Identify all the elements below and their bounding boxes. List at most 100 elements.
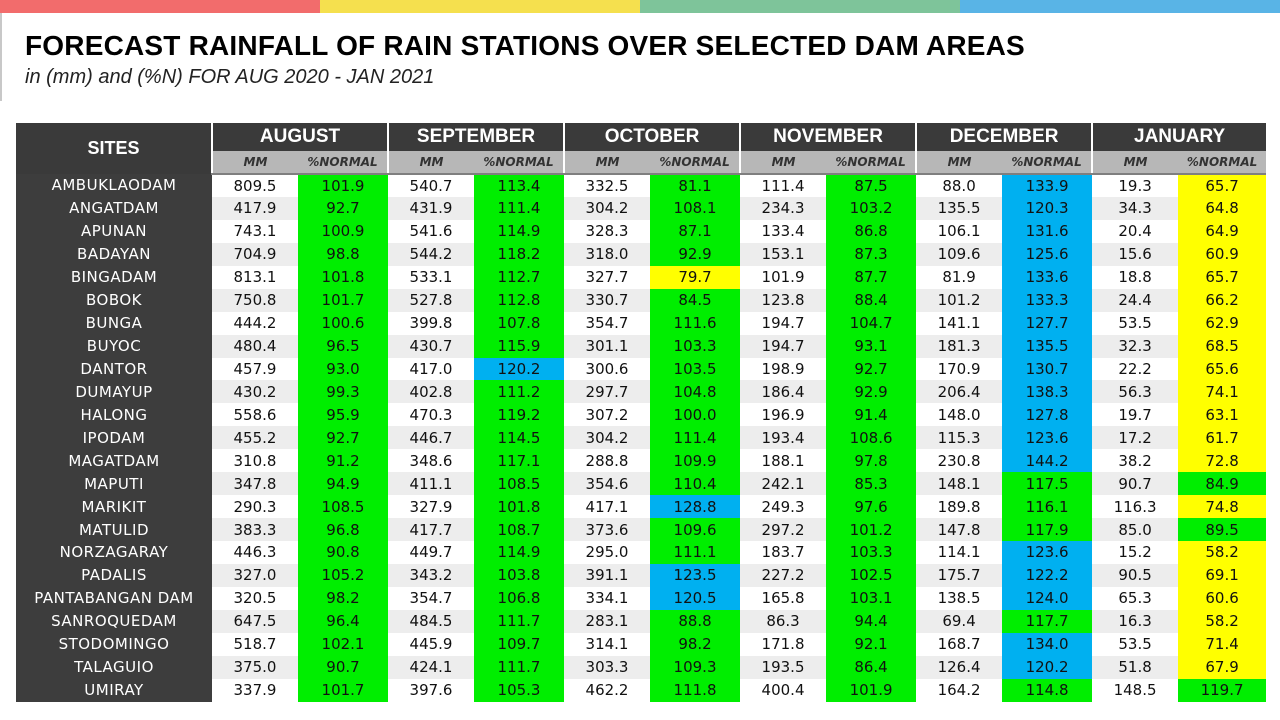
- table-row: DUMAYUP 430.2 99.3 402.8 111.2 297.7 104.8 186.…: [16, 380, 1267, 404]
- mm-cell: 106.1: [916, 219, 1003, 243]
- mm-cell: 148.1: [916, 472, 1003, 496]
- percent-normal-cell: 101.2: [826, 518, 917, 541]
- mm-cell: 175.7: [916, 563, 1003, 587]
- mm-cell: 455.2: [212, 426, 298, 450]
- mm-cell: 242.1: [740, 472, 827, 496]
- percent-normal-cell: 103.5: [650, 357, 741, 381]
- site-name-cell: DANTOR: [16, 357, 212, 381]
- table-row: APUNAN 743.1 100.9 541.6 114.9 328.3 87.1 133.4…: [16, 219, 1267, 243]
- percent-normal-cell: 111.8: [650, 678, 741, 702]
- mm-cell: 20.4: [1092, 219, 1179, 243]
- percent-normal-cell: 131.6: [1002, 219, 1093, 243]
- mm-cell: 480.4: [212, 334, 298, 358]
- percent-normal-cell: 79.7: [650, 265, 741, 289]
- percent-normal-cell: 96.8: [298, 518, 389, 541]
- mm-cell: 430.2: [212, 380, 298, 404]
- percent-normal-cell: 103.3: [650, 334, 741, 358]
- mm-cell: 189.8: [916, 495, 1003, 519]
- mm-cell: 297.7: [564, 380, 651, 404]
- percent-normal-cell: 88.8: [650, 609, 741, 633]
- mm-cell: 462.2: [564, 678, 651, 702]
- mm-cell: 334.1: [564, 586, 651, 610]
- mm-cell: 19.3: [1092, 174, 1179, 197]
- mm-cell: 249.3: [740, 495, 827, 519]
- percent-normal-cell: 93.0: [298, 357, 389, 381]
- mm-subheader: MM: [211, 151, 298, 175]
- percent-normal-cell: 117.1: [474, 449, 565, 473]
- mm-cell: 314.1: [564, 632, 651, 656]
- percent-normal-cell: 84.5: [650, 288, 741, 312]
- percent-normal-cell: 111.4: [474, 196, 565, 220]
- percent-normal-cell: 92.7: [298, 196, 389, 220]
- percent-normal-cell: 60.9: [1178, 242, 1267, 266]
- month-header-row: SITES AUGUST SEPTEMBER OCTOBER NOVEMBER …: [16, 123, 1267, 174]
- site-name-cell: ANGATDAM: [16, 196, 212, 220]
- percent-normal-cell: 65.7: [1178, 265, 1267, 289]
- percent-normal-cell: 64.9: [1178, 219, 1267, 243]
- percent-normal-cell: 86.8: [826, 219, 917, 243]
- percent-normal-cell: 120.2: [1002, 655, 1093, 679]
- mm-cell: 153.1: [740, 242, 827, 266]
- site-name-cell: BINGADAM: [16, 265, 212, 289]
- mm-subheader: MM: [915, 151, 1003, 175]
- rainfall-table: SITES AUGUST SEPTEMBER OCTOBER NOVEMBER …: [16, 123, 1267, 702]
- percent-normal-cell: 108.1: [650, 196, 741, 220]
- percent-normal-cell: 120.5: [650, 586, 741, 610]
- percent-normal-cell: 105.3: [474, 678, 565, 702]
- mm-cell: 375.0: [212, 655, 298, 679]
- table-row: SANROQUEDAM 647.5 96.4 484.5 111.7 283.1 88.8 8…: [16, 609, 1267, 633]
- mm-cell: 347.8: [212, 472, 298, 496]
- top-color-bar: [0, 0, 1280, 13]
- percent-normal-cell: 108.5: [474, 472, 565, 496]
- mm-cell: 399.8: [388, 311, 475, 335]
- percent-normal-cell: 102.5: [826, 563, 917, 587]
- percent-normal-cell: 111.2: [474, 380, 565, 404]
- normal-subheader: %NORMAL: [474, 151, 565, 175]
- percent-normal-cell: 109.9: [650, 449, 741, 473]
- table-row: MARIKIT 290.3 108.5 327.9 101.8 417.1 128.8 249…: [16, 495, 1267, 519]
- mm-cell: 147.8: [916, 518, 1003, 541]
- mm-cell: 449.7: [388, 541, 475, 564]
- table-row: MATULID 383.3 96.8 417.7 108.7 373.6 109.6 297.…: [16, 518, 1267, 541]
- mm-cell: 56.3: [1092, 380, 1179, 404]
- mm-cell: 320.5: [212, 586, 298, 610]
- percent-normal-cell: 100.9: [298, 219, 389, 243]
- mm-cell: 337.9: [212, 678, 298, 702]
- percent-normal-cell: 101.9: [298, 174, 389, 197]
- top-bar-segment-red: [0, 0, 320, 13]
- site-name-cell: MAGATDAM: [16, 449, 212, 473]
- percent-normal-cell: 130.7: [1002, 357, 1093, 381]
- mm-cell: 297.2: [740, 518, 827, 541]
- percent-normal-cell: 85.3: [826, 472, 917, 496]
- mm-subheader: MM: [1091, 151, 1179, 175]
- mm-cell: 135.5: [916, 196, 1003, 220]
- table-body: AMBUKLAODAM 809.5 101.9 540.7 113.4 332.5 81.1…: [16, 174, 1267, 702]
- percent-normal-cell: 134.0: [1002, 632, 1093, 656]
- mm-cell: 81.9: [916, 265, 1003, 289]
- site-name-cell: MARIKIT: [16, 495, 212, 519]
- mm-cell: 186.4: [740, 380, 827, 404]
- mm-cell: 234.3: [740, 196, 827, 220]
- mm-cell: 327.0: [212, 563, 298, 587]
- site-name-cell: BUNGA: [16, 311, 212, 335]
- mm-cell: 148.0: [916, 403, 1003, 427]
- site-name-cell: UMIRAY: [16, 678, 212, 702]
- percent-normal-cell: 101.7: [298, 678, 389, 702]
- percent-normal-cell: 111.7: [474, 655, 565, 679]
- mm-subheader: MM: [387, 151, 475, 175]
- percent-normal-cell: 118.2: [474, 242, 565, 266]
- mm-cell: 18.8: [1092, 265, 1179, 289]
- percent-normal-cell: 64.8: [1178, 196, 1267, 220]
- percent-normal-cell: 103.2: [826, 196, 917, 220]
- percent-normal-cell: 92.9: [650, 242, 741, 266]
- mm-cell: 109.6: [916, 242, 1003, 266]
- mm-cell: 330.7: [564, 288, 651, 312]
- mm-cell: 19.7: [1092, 403, 1179, 427]
- percent-normal-cell: 89.5: [1178, 518, 1267, 541]
- mm-cell: 402.8: [388, 380, 475, 404]
- percent-normal-cell: 84.9: [1178, 472, 1267, 496]
- mm-cell: 304.2: [564, 196, 651, 220]
- percent-normal-cell: 96.4: [298, 609, 389, 633]
- top-bar-segment-green: [640, 0, 960, 13]
- percent-normal-cell: 94.9: [298, 472, 389, 496]
